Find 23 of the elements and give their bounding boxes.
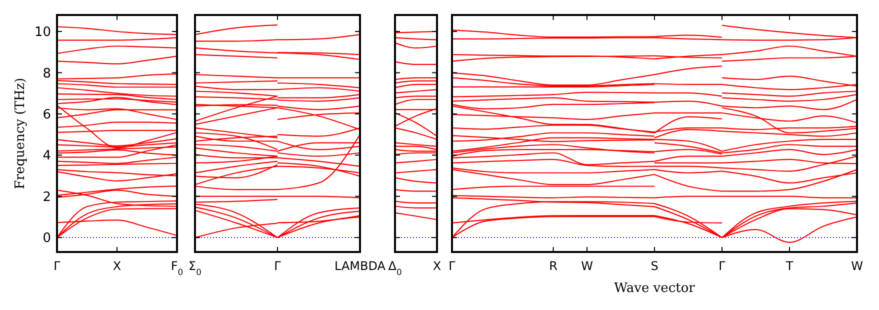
y-tick-label: 0 bbox=[42, 231, 51, 246]
x-tick-label: R bbox=[549, 259, 558, 273]
x-tick-label: X bbox=[112, 259, 122, 273]
x-tick-label: Γ bbox=[274, 259, 282, 273]
y-axis-title: Frequency (THz) bbox=[13, 78, 28, 190]
x-tick-label: LAMBDA bbox=[334, 259, 386, 273]
y-tick-label: 6 bbox=[42, 107, 51, 122]
x-tick-label: F$_{0}$ bbox=[170, 259, 184, 277]
x-tick-label: W bbox=[581, 259, 594, 273]
x-tick-label: T bbox=[784, 259, 794, 273]
y-tick-label: 4 bbox=[42, 148, 51, 164]
y-tick-label: 8 bbox=[42, 66, 51, 82]
x-tick-label: Γ bbox=[448, 259, 456, 273]
y-tick-label: 10 bbox=[34, 25, 51, 40]
y-tick-label: 2 bbox=[42, 190, 51, 205]
x-tick-label: W bbox=[851, 259, 864, 273]
x-tick-label: S bbox=[650, 259, 658, 273]
x-tick-label: X bbox=[432, 259, 442, 273]
x-tick-label: Γ bbox=[54, 259, 61, 273]
x-tick-label: Γ bbox=[718, 259, 726, 273]
x-tick-label: Δ$_{0}$ bbox=[388, 259, 402, 277]
x-tick-label: Σ$_{0}$ bbox=[188, 259, 202, 277]
x-axis-title: Wave vector bbox=[614, 281, 696, 296]
